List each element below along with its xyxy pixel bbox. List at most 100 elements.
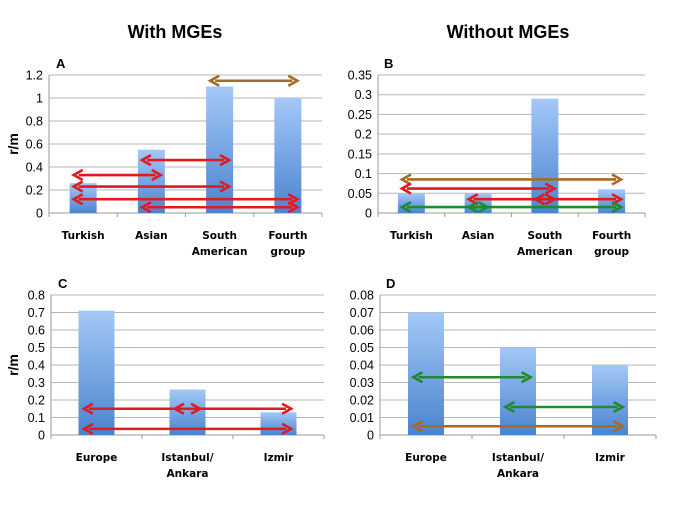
arrow-head-left: [399, 182, 412, 195]
arrow-head-left: [465, 200, 479, 214]
bar: [500, 347, 536, 435]
arrow-head-left: [70, 180, 84, 193]
arrow-head-left: [139, 153, 152, 167]
y-tick-label: 0.03: [350, 376, 374, 390]
arrow-red: [70, 168, 164, 182]
y-tick-label: 0.1: [28, 411, 45, 425]
chart-panel-d: D 0 0.01 0.02 0.03 0.04 0.05 0.06 0.07 0.08 Europe…: [350, 276, 657, 480]
arrow-head-left: [81, 402, 94, 415]
y-tick-label: 0.4: [28, 359, 45, 373]
bar: [260, 412, 297, 435]
arrow-green: [465, 200, 624, 214]
y-tick-label: 0.3: [28, 376, 45, 390]
chart-panel-c: C 0 0.1 0.2 0.3 0.4 0.5 0.6 0.7 0.8 r/m Europe Istan…: [5, 276, 325, 480]
arrow-head-left: [139, 201, 152, 214]
panel-letter: D: [386, 276, 395, 291]
category-label: Izmir: [595, 452, 626, 464]
arrow-head-right: [219, 153, 232, 167]
panel-letter: C: [58, 276, 68, 291]
arrow-head-left: [207, 74, 220, 87]
category-label: Turkish: [62, 230, 105, 242]
category-label: American: [192, 246, 248, 258]
category-label: Europe: [76, 452, 118, 464]
arrow-head-left: [70, 193, 84, 206]
category-label: Asian: [462, 230, 495, 242]
category-label: Izmir: [264, 452, 295, 464]
y-axis-label: r/m: [5, 354, 21, 376]
y-tick-label: 0.04: [350, 359, 374, 373]
arrow-head-right: [544, 182, 558, 195]
y-tick-label: 0.01: [350, 411, 374, 425]
category-label: group: [270, 246, 305, 258]
category-label: American: [517, 246, 573, 258]
arrow-head-right: [612, 420, 626, 433]
y-tick-label: 0.6: [26, 138, 43, 152]
y-tick-label: 0.06: [350, 324, 374, 338]
category-label: Ankara: [167, 468, 209, 480]
arrow-head-left: [502, 400, 516, 414]
category-label: Istanbul/: [492, 452, 544, 464]
category-label: South: [202, 230, 237, 242]
y-tick-label: 0: [36, 207, 43, 221]
y-tick-label: 0.2: [28, 394, 45, 408]
arrow-head-left: [172, 402, 185, 415]
arrow-brown: [410, 420, 626, 433]
bar: [169, 389, 206, 435]
arrow-head-left: [410, 420, 424, 433]
arrow-head-right: [520, 371, 534, 384]
arrow-head-left: [399, 200, 412, 214]
y-tick-label: 0.08: [350, 289, 374, 303]
arrow-head-left: [70, 168, 84, 182]
arrow-red: [81, 422, 294, 436]
bar: [531, 98, 559, 213]
y-tick-label: 0.4: [26, 161, 43, 175]
panel-letter: B: [384, 56, 393, 71]
y-tick-label: 0: [38, 429, 45, 443]
arrow-red: [70, 180, 232, 193]
arrow-red: [172, 402, 294, 415]
y-tick-label: 0.15: [348, 147, 372, 161]
arrow-brown: [399, 173, 624, 186]
arrow-head-right: [151, 168, 164, 182]
y-tick-label: 0.2: [26, 184, 43, 198]
category-label: Europe: [405, 452, 447, 464]
arrow-head-right: [281, 422, 294, 436]
category-label: Istanbul/: [161, 452, 213, 464]
arrow-green: [502, 400, 626, 414]
y-axis-label: r/m: [5, 133, 21, 155]
y-tick-label: 0.1: [355, 167, 372, 181]
bar: [206, 86, 234, 213]
arrow-brown: [207, 74, 301, 87]
category-label: Fourth: [268, 230, 307, 242]
arrow-head-right: [611, 200, 624, 214]
y-tick-label: 0.02: [350, 394, 374, 408]
y-tick-label: 0.05: [350, 341, 374, 355]
bar: [592, 365, 628, 435]
y-tick-label: 1: [36, 92, 43, 106]
arrow-head-right: [287, 201, 301, 214]
bar: [598, 189, 626, 213]
arrow-red: [139, 153, 232, 167]
arrow-red: [139, 201, 301, 214]
arrow-head-left: [410, 371, 424, 384]
y-tick-label: 0.25: [348, 108, 372, 122]
arrow-head-left: [399, 173, 412, 186]
arrow-head-right: [611, 173, 624, 186]
arrow-head-right: [219, 180, 232, 193]
chart-panel-a: A 0 0.2 0.4 0.6 0.8 1 1.2 r/m Turkish Asian South Am…: [5, 56, 323, 258]
y-tick-label: 1.2: [26, 69, 43, 83]
heading-without-mges: Without MGEs: [447, 22, 570, 42]
category-label: group: [594, 246, 629, 258]
arrow-head-left: [81, 422, 94, 436]
arrow-head-right: [281, 402, 294, 415]
arrow-red: [70, 193, 301, 206]
y-tick-label: 0: [367, 429, 374, 443]
category-label: South: [528, 230, 563, 242]
bar: [274, 98, 302, 213]
y-tick-label: 0.8: [26, 115, 43, 129]
category-label: Ankara: [497, 468, 539, 480]
category-label: Turkish: [390, 230, 433, 242]
y-tick-label: 0: [365, 207, 372, 221]
y-tick-label: 0.6: [28, 324, 45, 338]
y-tick-label: 0.7: [28, 306, 45, 320]
